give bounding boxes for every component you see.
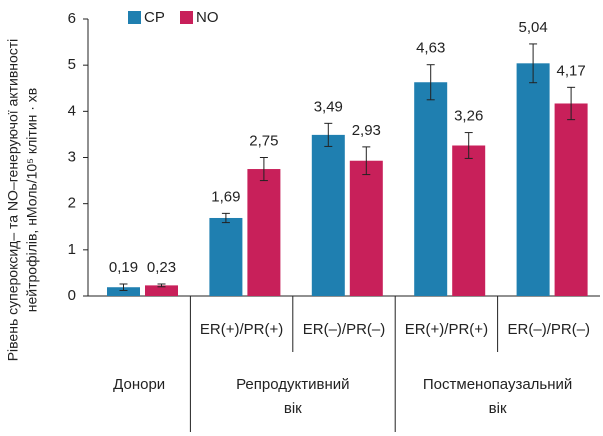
error-bar — [464, 132, 473, 159]
group-label: вік — [284, 400, 302, 417]
y-tick-label: 3 — [68, 148, 76, 165]
error-bar — [426, 64, 435, 101]
bar — [554, 103, 588, 296]
y-tick-label: 1 — [68, 241, 76, 258]
error-bar — [567, 86, 576, 121]
y-axis-label: Рівень супероксид– та NO–генеруючої акти… — [5, 39, 21, 362]
bar — [107, 287, 140, 296]
y-tick-label: 6 — [68, 10, 76, 27]
legend-label: NO — [196, 9, 219, 26]
y-tick-label: 0 — [68, 287, 76, 304]
bar — [452, 145, 486, 296]
bar — [247, 169, 281, 296]
legend-label: CP — [144, 9, 165, 26]
value-label: 1,69 — [211, 188, 240, 205]
x-tick-label: ER(–)/PR(–) — [303, 321, 386, 338]
error-bar — [362, 146, 371, 176]
value-label: 0,23 — [147, 259, 176, 276]
value-label: 0,19 — [109, 259, 138, 276]
error-bar — [529, 43, 538, 84]
legend-swatch — [128, 11, 141, 24]
bar — [516, 63, 550, 296]
bar — [145, 285, 178, 296]
x-tick-label: ER(+)/PR(+) — [405, 321, 488, 338]
value-label: 5,04 — [518, 19, 547, 36]
legend-swatch — [180, 11, 193, 24]
value-label: 3,26 — [454, 108, 483, 125]
bar — [414, 82, 448, 296]
value-label: 4,17 — [556, 62, 585, 79]
error-bar — [324, 122, 333, 147]
group-label: вік — [489, 400, 507, 417]
x-tick-label: ER(+)/PR(+) — [200, 321, 283, 338]
error-bar — [221, 212, 230, 224]
group-label: Донори — [113, 376, 165, 393]
value-label: 2,75 — [249, 132, 278, 149]
error-bar — [259, 157, 268, 182]
value-label: 4,63 — [416, 40, 445, 57]
x-tick-label: ER(–)/PR(–) — [508, 321, 591, 338]
bar — [209, 217, 243, 296]
y-axis-label: нейтрофілів, нМоль/10⁵ клітин · хв — [24, 88, 40, 313]
value-label: 3,49 — [314, 98, 343, 115]
error-bar — [157, 283, 166, 288]
y-tick-label: 2 — [68, 195, 76, 212]
bar — [311, 134, 345, 296]
y-tick-label: 5 — [68, 56, 76, 73]
error-bar — [119, 283, 128, 291]
group-label: Постменопаузальний — [423, 376, 572, 393]
bar — [349, 160, 383, 296]
value-label: 2,93 — [352, 122, 381, 139]
y-tick-label: 4 — [68, 102, 76, 119]
group-label: Репродуктивний — [236, 376, 349, 393]
